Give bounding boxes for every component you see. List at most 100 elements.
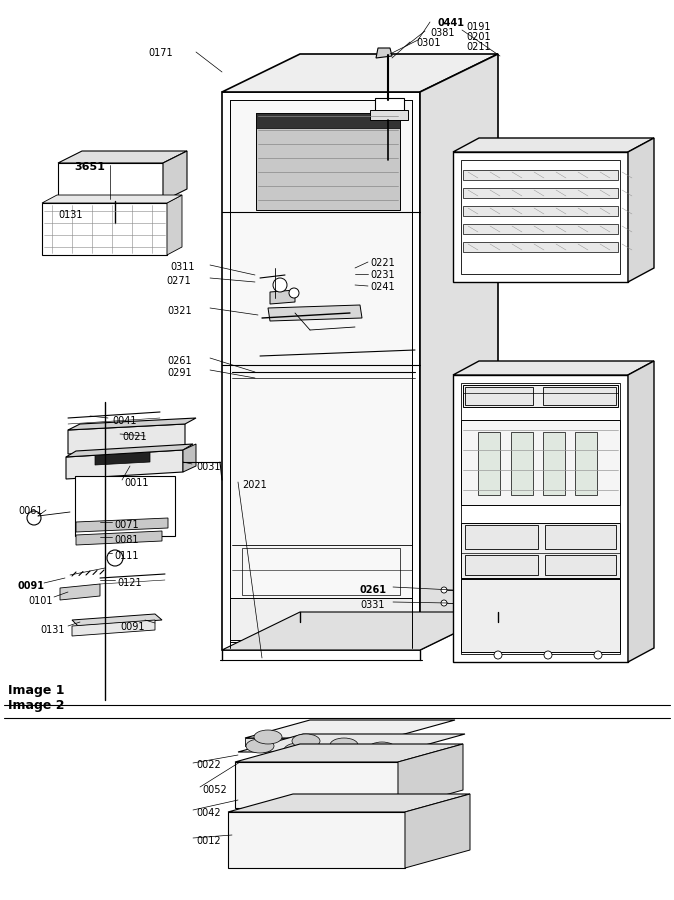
Text: 0261: 0261 xyxy=(360,585,387,595)
Polygon shape xyxy=(463,170,618,180)
Text: 0381: 0381 xyxy=(430,28,454,38)
Polygon shape xyxy=(543,432,565,495)
Polygon shape xyxy=(465,387,533,405)
Ellipse shape xyxy=(295,634,325,643)
Polygon shape xyxy=(463,224,618,234)
Polygon shape xyxy=(453,152,628,282)
Polygon shape xyxy=(270,290,295,304)
Ellipse shape xyxy=(330,738,358,752)
Polygon shape xyxy=(256,113,400,128)
Text: 0441: 0441 xyxy=(437,18,464,28)
Text: 0091: 0091 xyxy=(18,581,45,591)
Polygon shape xyxy=(58,151,187,163)
Polygon shape xyxy=(463,188,618,198)
Ellipse shape xyxy=(368,742,396,756)
Polygon shape xyxy=(68,418,196,430)
Polygon shape xyxy=(245,720,455,738)
Polygon shape xyxy=(167,195,182,255)
Text: 0311: 0311 xyxy=(170,262,195,272)
Polygon shape xyxy=(463,206,618,216)
Text: Image 1: Image 1 xyxy=(8,684,65,697)
Polygon shape xyxy=(66,444,193,457)
Polygon shape xyxy=(222,612,498,650)
Polygon shape xyxy=(42,203,167,255)
Polygon shape xyxy=(628,361,654,662)
Ellipse shape xyxy=(246,739,274,753)
Text: 3651: 3651 xyxy=(74,162,105,172)
Text: 0221: 0221 xyxy=(370,258,395,268)
Circle shape xyxy=(544,651,552,659)
Polygon shape xyxy=(222,54,498,92)
Polygon shape xyxy=(511,432,533,495)
Polygon shape xyxy=(58,163,163,201)
Circle shape xyxy=(27,511,41,525)
Polygon shape xyxy=(461,579,620,652)
Text: 2021: 2021 xyxy=(242,480,267,490)
Text: 0301: 0301 xyxy=(416,38,441,48)
Polygon shape xyxy=(95,449,150,465)
Polygon shape xyxy=(235,762,398,808)
Polygon shape xyxy=(222,92,420,650)
Circle shape xyxy=(273,278,287,292)
Text: 0211: 0211 xyxy=(466,42,491,52)
Text: 0091: 0091 xyxy=(120,622,144,632)
Text: 0121: 0121 xyxy=(117,578,142,588)
Circle shape xyxy=(441,600,447,606)
Polygon shape xyxy=(163,151,187,201)
Text: 0041: 0041 xyxy=(112,416,137,426)
Text: 0201: 0201 xyxy=(466,32,491,42)
Text: 0101: 0101 xyxy=(28,596,53,606)
Polygon shape xyxy=(453,138,654,152)
Text: 0071: 0071 xyxy=(114,520,139,530)
Text: 0042: 0042 xyxy=(196,808,220,818)
Polygon shape xyxy=(461,420,620,505)
Polygon shape xyxy=(68,424,185,454)
Ellipse shape xyxy=(322,747,350,761)
Polygon shape xyxy=(230,598,412,640)
Polygon shape xyxy=(543,387,616,405)
Polygon shape xyxy=(453,361,654,375)
Text: 0131: 0131 xyxy=(40,625,65,635)
Polygon shape xyxy=(398,744,463,808)
Circle shape xyxy=(494,651,502,659)
Text: 0171: 0171 xyxy=(148,48,173,58)
Polygon shape xyxy=(72,620,155,636)
Text: 0031: 0031 xyxy=(196,462,220,472)
Polygon shape xyxy=(478,432,500,495)
Polygon shape xyxy=(420,54,498,650)
Text: 0111: 0111 xyxy=(114,551,138,561)
Polygon shape xyxy=(75,476,175,536)
Text: 0081: 0081 xyxy=(114,535,138,545)
Text: 0011: 0011 xyxy=(124,478,148,488)
Polygon shape xyxy=(453,375,628,662)
Polygon shape xyxy=(370,110,408,120)
Text: 0021: 0021 xyxy=(122,432,147,442)
Polygon shape xyxy=(575,432,597,495)
Ellipse shape xyxy=(350,634,380,643)
Text: 0231: 0231 xyxy=(370,270,394,280)
Polygon shape xyxy=(183,444,196,472)
Polygon shape xyxy=(238,734,465,752)
Polygon shape xyxy=(545,555,616,575)
Polygon shape xyxy=(235,744,463,762)
Text: 0052: 0052 xyxy=(202,785,226,795)
Polygon shape xyxy=(376,48,392,58)
Text: 0331: 0331 xyxy=(360,600,384,610)
Ellipse shape xyxy=(360,751,388,765)
Polygon shape xyxy=(76,518,168,532)
Text: 0261: 0261 xyxy=(167,356,191,366)
Polygon shape xyxy=(76,531,162,545)
Polygon shape xyxy=(461,523,620,578)
Text: 0131: 0131 xyxy=(58,210,82,220)
Circle shape xyxy=(289,288,299,298)
Polygon shape xyxy=(245,738,390,746)
Ellipse shape xyxy=(292,734,320,748)
Text: 0291: 0291 xyxy=(167,368,191,378)
Polygon shape xyxy=(628,138,654,282)
Text: 0191: 0191 xyxy=(466,22,491,32)
Circle shape xyxy=(594,651,602,659)
Polygon shape xyxy=(228,794,470,812)
Polygon shape xyxy=(463,242,618,252)
Polygon shape xyxy=(72,614,162,626)
Polygon shape xyxy=(405,794,470,868)
